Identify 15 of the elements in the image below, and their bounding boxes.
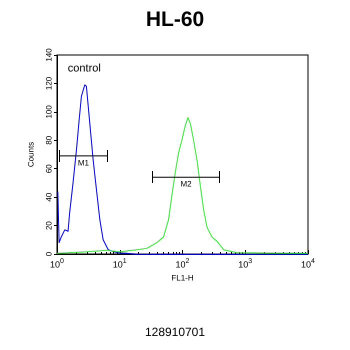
y-tick-label: 100 (44, 104, 54, 119)
y-tick-label: 40 (44, 192, 54, 202)
x-axis-title: FL1-H (171, 273, 194, 282)
chart-title: HL-60 (146, 8, 204, 31)
y-tick-label: 20 (44, 220, 54, 230)
series-label: control (68, 62, 101, 74)
y-tick-label: 120 (44, 76, 54, 90)
y-tick-label: 60 (44, 164, 54, 174)
y-tick-label: 140 (44, 48, 54, 62)
series-label: M1 (78, 158, 90, 168)
y-axis-title: Counts (26, 142, 36, 168)
y-tick-label: 80 (44, 135, 54, 145)
series-label: M2 (180, 180, 192, 189)
y-tick-label: 0 (44, 251, 54, 256)
text: 128910701 (144, 325, 206, 339)
